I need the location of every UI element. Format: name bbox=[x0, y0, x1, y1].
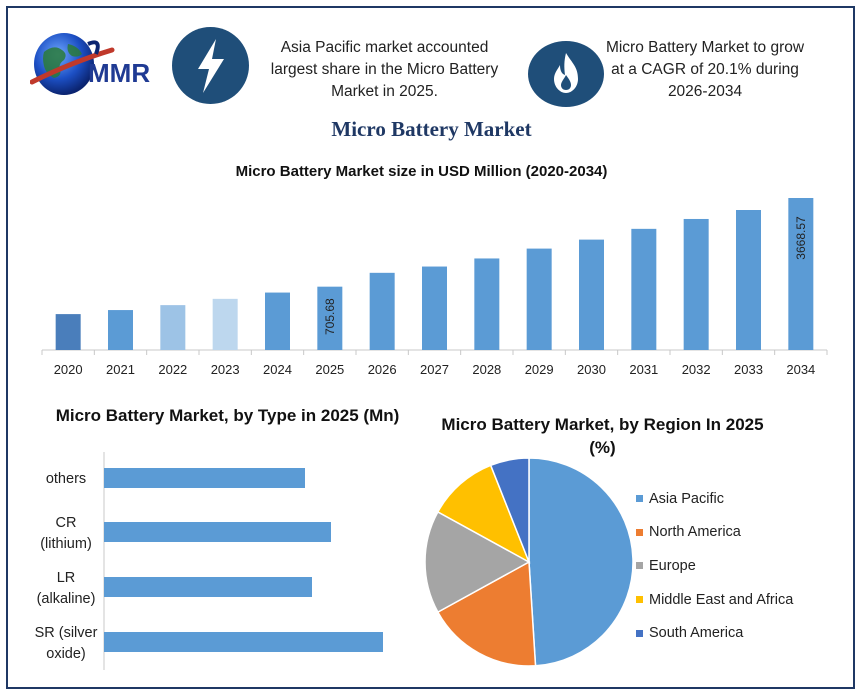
market-size-chart-title: Micro Battery Market size in USD Million… bbox=[235, 163, 608, 180]
x-tick-label: 2024 bbox=[263, 362, 292, 377]
infographic-frame bbox=[6, 6, 855, 689]
callout-asia-pacific: Asia Pacific market accounted largest sh… bbox=[270, 39, 499, 100]
region-chart-title: Micro Battery Market, by Region In 2025 … bbox=[441, 415, 764, 457]
legend-label: Middle East and Africa bbox=[649, 591, 794, 608]
x-tick-label: 2030 bbox=[577, 362, 606, 377]
legend-swatch bbox=[636, 562, 643, 570]
bar-2024 bbox=[265, 292, 290, 350]
x-tick-label: 2027 bbox=[420, 362, 449, 377]
bar-2025 bbox=[317, 286, 343, 350]
data-label-2034: 3668.57 bbox=[794, 216, 808, 260]
legend-item: Middle East and Africa bbox=[636, 583, 793, 617]
legend-swatch bbox=[636, 596, 643, 604]
legend-label: South America bbox=[649, 625, 744, 642]
x-tick-label: 2023 bbox=[211, 362, 240, 377]
bar-2026 bbox=[369, 272, 395, 350]
bar-2032 bbox=[683, 218, 709, 350]
bar-2031 bbox=[631, 228, 657, 350]
legend-swatch bbox=[636, 528, 643, 536]
legend-item: South America bbox=[636, 616, 793, 650]
x-tick-label: 2022 bbox=[158, 362, 187, 377]
type-chart-title: Micro Battery Market, by Type in 2025 (M… bbox=[55, 406, 400, 425]
legend-swatch bbox=[636, 629, 643, 637]
bar-2034 bbox=[788, 198, 814, 350]
bar-2021 bbox=[108, 310, 133, 350]
bar-2020 bbox=[55, 314, 81, 350]
legend-swatch bbox=[636, 495, 643, 503]
legend-label: North America bbox=[649, 524, 741, 541]
bar-2030 bbox=[579, 239, 604, 350]
x-tick-label: 2025 bbox=[315, 362, 344, 377]
x-tick-label: 2021 bbox=[106, 362, 135, 377]
legend-label: Europe bbox=[649, 557, 696, 574]
legend-item: Europe bbox=[636, 549, 793, 583]
callout-cagr: Micro Battery Market to grow at a CAGR o… bbox=[605, 39, 805, 100]
x-tick-label: 2020 bbox=[54, 362, 83, 377]
logo-text: MMR bbox=[88, 58, 150, 88]
bar-2023 bbox=[212, 298, 238, 350]
bar-2033 bbox=[736, 210, 761, 350]
mmr-logo: MMR bbox=[30, 33, 150, 95]
bar-2022 bbox=[160, 305, 186, 350]
flame-icon bbox=[528, 41, 604, 107]
x-tick-label: 2031 bbox=[629, 362, 658, 377]
legend-label: Asia Pacific bbox=[649, 490, 724, 507]
x-tick-label: 2026 bbox=[368, 362, 397, 377]
market-size-bar-chart: 2020 2021 2022 2023 2024 2025 705.68 2026 2027 20… bbox=[41, 198, 828, 377]
x-tick-label: 2028 bbox=[472, 362, 501, 377]
legend-item: North America bbox=[636, 516, 793, 550]
lightning-bolt-icon bbox=[172, 27, 249, 104]
x-tick-label: 2032 bbox=[682, 362, 711, 377]
region-legend: Asia Pacific North America Europe Middle Ea… bbox=[636, 482, 793, 650]
bar-2028 bbox=[474, 258, 500, 350]
page-title: Micro Battery Market bbox=[331, 117, 532, 141]
bar-2029 bbox=[526, 248, 552, 350]
x-tick-label: 2033 bbox=[734, 362, 763, 377]
data-label-2025: 705.68 bbox=[323, 298, 337, 335]
x-tick-label: 2034 bbox=[786, 362, 815, 377]
x-tick-label: 2029 bbox=[525, 362, 554, 377]
legend-item: Asia Pacific bbox=[636, 482, 793, 516]
bar-2027 bbox=[422, 266, 447, 350]
